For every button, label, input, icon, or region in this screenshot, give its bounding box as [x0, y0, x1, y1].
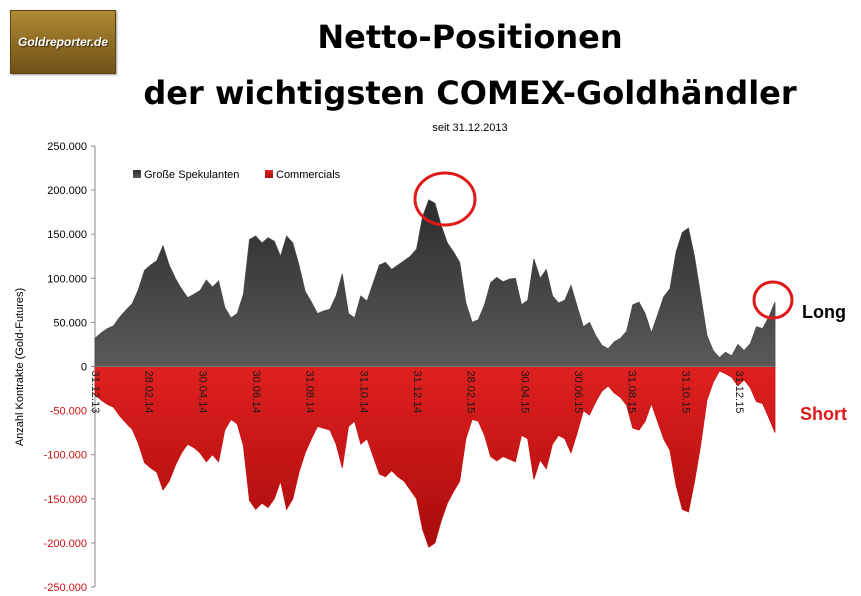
y-tick-label: -100.000	[44, 450, 87, 462]
x-tick-label: 31.12.13	[89, 371, 101, 414]
x-tick-label: 31.08.14	[304, 371, 316, 414]
x-tick-label: 30.04.15	[518, 371, 530, 414]
y-tick-label: -200.000	[44, 538, 87, 550]
legend-swatch	[133, 170, 141, 178]
legend-label: Commercials	[276, 169, 341, 181]
long-series-area	[94, 199, 776, 367]
chart-subtitle: seit 31.12.2013	[432, 122, 508, 134]
chart-title-line2: der wichtigsten COMEX-Goldhändler	[143, 74, 797, 112]
legend-label: Große Spekulanten	[144, 169, 239, 181]
x-tick-label: 31.08.15	[626, 371, 638, 414]
y-tick-label: 100.000	[47, 273, 87, 285]
x-tick-label: 31.12.14	[411, 371, 423, 414]
x-tick-label: 28.02.15	[465, 371, 477, 414]
logo: Goldreporter.de	[10, 10, 116, 74]
y-tick-label: -250.000	[44, 582, 87, 594]
latest-highlight-circle	[752, 280, 794, 320]
y-axis-label: Anzahl Kontrakte (Gold-Futures)	[14, 288, 26, 446]
long-label: Long	[802, 302, 846, 322]
y-tick-label: 200.000	[47, 185, 87, 197]
x-tick-label: 31.12.15	[733, 371, 745, 414]
y-tick-label: 50.000	[53, 317, 87, 329]
short-label: Short	[800, 404, 847, 424]
y-tick-label: -50.000	[50, 406, 87, 418]
x-tick-label: 30.06.14	[250, 371, 262, 414]
logo-text: Goldreporter.de	[17, 35, 109, 49]
x-tick-label: 30.04.14	[196, 371, 208, 414]
x-tick-label: 28.02.14	[143, 371, 155, 414]
x-tick-label: 30.06.15	[572, 371, 584, 414]
y-tick-label: 0	[81, 362, 87, 374]
chart-title-line1: Netto-Positionen	[317, 18, 623, 56]
x-tick-label: 31.10.15	[679, 371, 691, 414]
y-tick-label: 250.000	[47, 141, 87, 153]
y-tick-label: -150.000	[44, 494, 87, 506]
x-tick-label: 31.10.14	[357, 371, 369, 414]
y-tick-label: 150.000	[47, 229, 87, 241]
peak-highlight-circle	[413, 171, 477, 227]
short-series-area	[94, 366, 776, 548]
legend-swatch	[265, 170, 273, 178]
